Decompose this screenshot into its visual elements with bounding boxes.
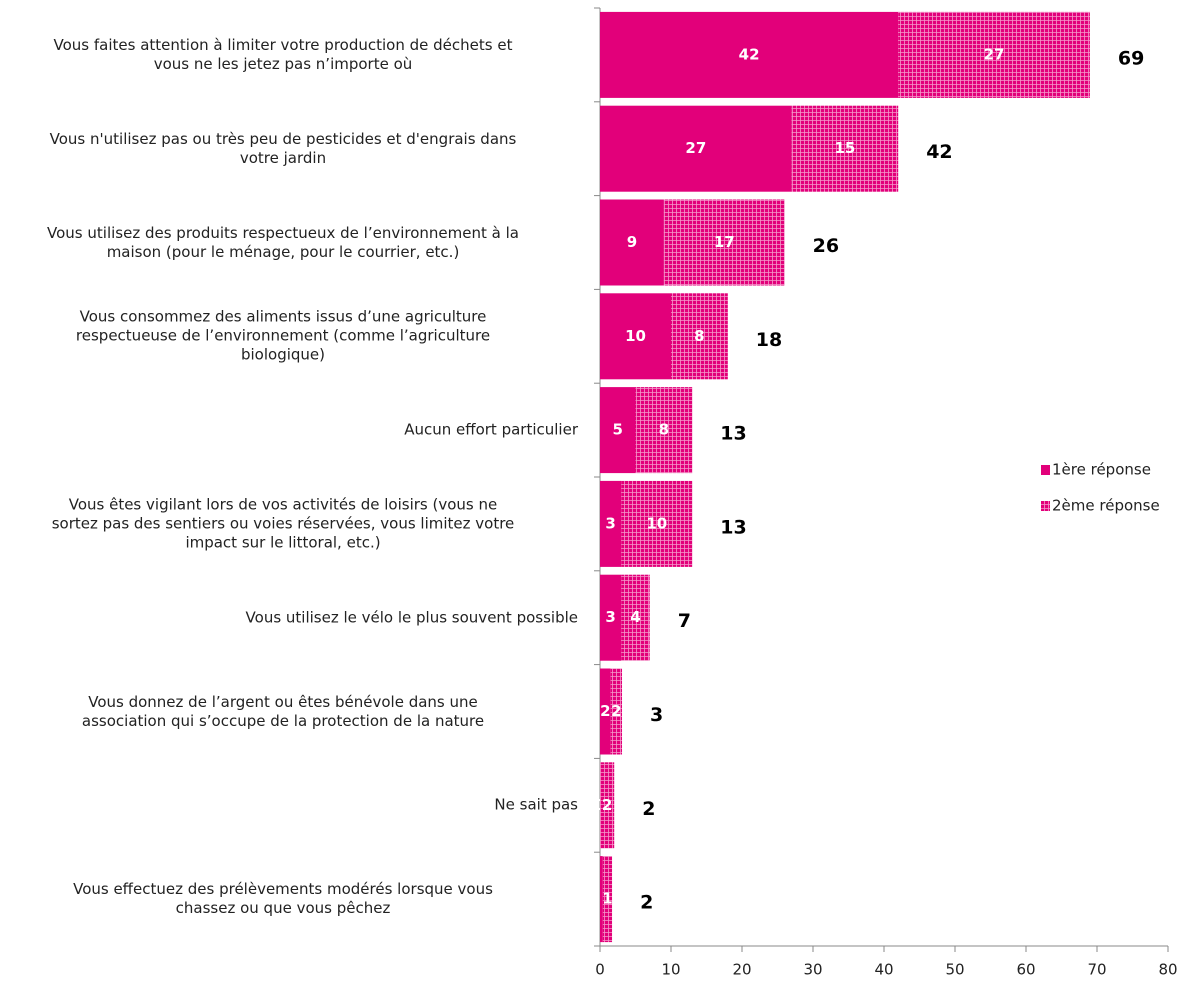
- data-label: 2: [600, 702, 610, 720]
- data-label: 8: [694, 327, 704, 345]
- bar-segment: [600, 293, 671, 380]
- data-label: 3: [605, 608, 615, 626]
- bar-segment: [791, 105, 899, 192]
- x-tick-label: 70: [1087, 961, 1106, 979]
- x-tick-label: 0: [595, 961, 605, 979]
- bar-segment: [600, 199, 664, 286]
- data-label: 8: [659, 421, 669, 439]
- data-label: 17: [714, 233, 735, 251]
- data-label: 2: [602, 796, 612, 814]
- x-tick-label: 10: [661, 961, 680, 979]
- category-label: Vous effectuez des prélèvements modérés …: [73, 880, 493, 918]
- total-label: 3: [650, 704, 663, 726]
- category-label: Vous consommez des aliments issus d’une …: [75, 307, 491, 364]
- data-label: 10: [646, 514, 667, 532]
- x-tick-label: 50: [945, 961, 964, 979]
- data-label: 9: [627, 233, 637, 251]
- bar-segment: [600, 762, 615, 849]
- category-label: Aucun effort particulier: [404, 420, 578, 439]
- bar-segment: [600, 11, 899, 98]
- total-label: 7: [678, 610, 691, 632]
- legend-swatch: [1041, 465, 1050, 475]
- x-tick-label: 30: [803, 961, 822, 979]
- x-tick-label: 80: [1158, 961, 1177, 979]
- legend-label: 1ère réponse: [1052, 461, 1151, 479]
- data-label: 27: [685, 139, 706, 157]
- bar-segment: [600, 856, 603, 943]
- bar-segment: [671, 293, 728, 380]
- bar-segment: [621, 480, 693, 567]
- category-label: Vous n'utilisez pas ou très peu de pesti…: [49, 129, 517, 167]
- total-label: 2: [640, 892, 653, 914]
- x-tick-label: 40: [874, 961, 893, 979]
- x-tick-label: 20: [732, 961, 751, 979]
- bar-segment: [600, 480, 622, 567]
- bar-segment: [600, 668, 611, 755]
- bar-segment: [600, 387, 636, 474]
- total-label: 13: [720, 516, 746, 538]
- data-label: 10: [625, 327, 646, 345]
- data-label: 2: [611, 702, 621, 720]
- total-label: 42: [926, 141, 952, 163]
- bar-segment: [610, 668, 623, 755]
- category-label: Ne sait pas: [494, 795, 578, 814]
- data-label: 4: [630, 608, 640, 626]
- total-label: 69: [1118, 47, 1144, 69]
- legend-swatch: [1041, 501, 1050, 511]
- total-label: 18: [756, 329, 782, 351]
- data-label: 27: [984, 45, 1005, 63]
- category-label: Vous faites attention à limiter votre pr…: [53, 35, 513, 73]
- bar-segment: [621, 574, 650, 661]
- bar-segment: [635, 387, 693, 474]
- legend-label: 2ème réponse: [1052, 497, 1160, 515]
- bar-segment: [663, 199, 785, 286]
- data-label: 15: [835, 139, 856, 157]
- category-label: Vous êtes vigilant lors de vos activités…: [51, 495, 515, 552]
- total-label: 2: [642, 798, 655, 820]
- data-label: 1: [602, 890, 612, 908]
- bar-segment: [602, 856, 613, 943]
- category-label: Vous utilisez des produits respectueux d…: [47, 223, 519, 261]
- category-label: Vous donnez de l’argent ou êtes bénévole…: [81, 692, 485, 730]
- total-label: 13: [720, 423, 746, 445]
- total-label: 26: [813, 235, 839, 257]
- x-tick-label: 60: [1016, 961, 1035, 979]
- data-label: 5: [613, 421, 623, 439]
- bar-segment: [898, 11, 1090, 98]
- data-label: 3: [605, 514, 615, 532]
- bar-segment: [600, 105, 792, 192]
- category-label: Vous utilisez le vélo le plus souvent po…: [245, 608, 578, 627]
- bar-segment: [600, 574, 622, 661]
- data-label: 42: [739, 45, 760, 63]
